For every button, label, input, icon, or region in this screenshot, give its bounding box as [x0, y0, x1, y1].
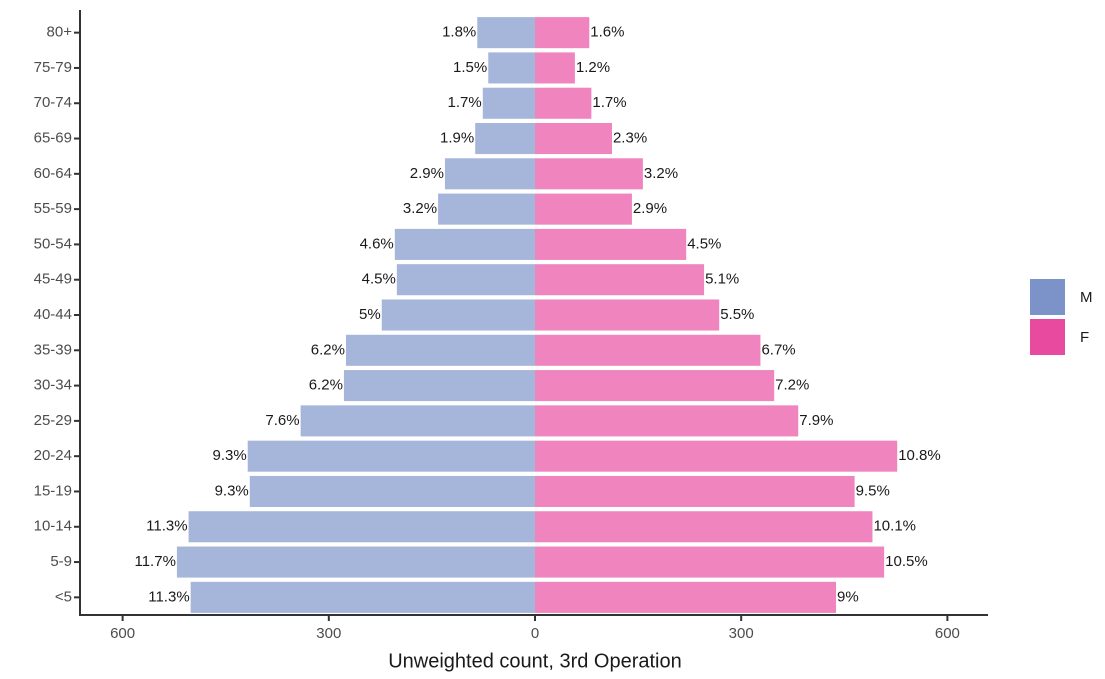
bar [381, 299, 535, 331]
data-label: 2.3% [613, 129, 647, 146]
bar [300, 405, 535, 437]
data-label: 1.8% [442, 24, 476, 41]
bar [535, 334, 761, 366]
data-label: 6.7% [761, 341, 795, 358]
x-tick-label: 0 [531, 625, 539, 642]
bar [535, 123, 612, 155]
bar [535, 228, 687, 260]
bar [488, 52, 535, 84]
y-tick-label: 55-59 [34, 200, 72, 217]
bar [535, 581, 837, 613]
bar [535, 511, 873, 543]
data-label: 6.2% [309, 377, 343, 394]
data-label: 1.9% [440, 129, 474, 146]
bar [482, 87, 535, 119]
bar [475, 123, 535, 155]
bar [176, 546, 535, 578]
y-tick-label: 60-64 [34, 165, 72, 182]
bar [535, 158, 643, 190]
data-label: 9.3% [215, 482, 249, 499]
data-label: 10.1% [873, 518, 916, 535]
bar [188, 511, 536, 543]
bar [444, 158, 535, 190]
bar [345, 334, 535, 366]
bar [535, 370, 775, 402]
y-tick-label: <5 [55, 588, 72, 605]
data-label: 4.5% [362, 271, 396, 288]
y-tick-label: 80+ [47, 24, 73, 41]
data-label: 9.5% [856, 482, 890, 499]
data-label: 1.2% [576, 59, 610, 76]
legend-swatch [1030, 279, 1065, 315]
data-label: 4.5% [687, 235, 721, 252]
data-label: 1.7% [592, 94, 626, 111]
y-tick-label: 75-79 [34, 59, 72, 76]
y-tick-label: 35-39 [34, 341, 72, 358]
bar [190, 581, 535, 613]
bar [535, 440, 898, 472]
data-label: 11.3% [146, 518, 187, 535]
y-tick-label: 5-9 [50, 553, 72, 570]
data-label: 11.3% [148, 588, 189, 605]
legend-label: F [1080, 329, 1089, 346]
data-label: 2.9% [410, 165, 444, 182]
data-label: 3.2% [644, 165, 678, 182]
data-label: 9% [837, 588, 859, 605]
bar [535, 52, 575, 84]
y-tick-label: 50-54 [34, 235, 72, 252]
bar [535, 405, 799, 437]
y-tick-label: 70-74 [34, 94, 72, 111]
y-tick-label: 20-24 [34, 447, 72, 464]
x-tick-label: 300 [316, 625, 341, 642]
legend-label: M [1080, 289, 1093, 306]
bar [394, 228, 535, 260]
data-label: 5.1% [705, 271, 739, 288]
y-tick-label: 40-44 [34, 306, 72, 323]
data-label: 9.3% [213, 447, 247, 464]
data-label: 7.2% [775, 377, 809, 394]
legend-swatch [1030, 319, 1065, 355]
data-label: 4.6% [360, 235, 394, 252]
x-tick-label: 600 [935, 625, 960, 642]
data-label: 10.5% [885, 553, 928, 570]
y-tick-label: 10-14 [34, 518, 72, 535]
x-tick-label: 300 [729, 625, 754, 642]
y-tick-label: 30-34 [34, 377, 72, 394]
data-label: 7.6% [265, 412, 299, 429]
y-tick-label: 25-29 [34, 412, 72, 429]
bar [438, 193, 535, 225]
data-label: 1.7% [448, 94, 482, 111]
x-axis-title: Unweighted count, 3rd Operation [388, 650, 682, 672]
bar [249, 475, 535, 507]
y-tick-label: 45-49 [34, 271, 72, 288]
data-label: 10.8% [898, 447, 941, 464]
bar [535, 475, 855, 507]
y-tick-label: 15-19 [34, 482, 72, 499]
data-label: 5.5% [720, 306, 754, 323]
y-tick-label: 65-69 [34, 129, 72, 146]
bar [477, 17, 535, 49]
bar [535, 17, 590, 49]
data-label: 2.9% [633, 200, 667, 217]
bar [535, 299, 720, 331]
bar [343, 370, 535, 402]
x-tick-label: 600 [110, 625, 135, 642]
bar [535, 193, 632, 225]
data-label: 7.9% [799, 412, 833, 429]
bar [535, 264, 705, 296]
data-label: 5% [359, 306, 381, 323]
data-label: 1.6% [590, 24, 624, 41]
bar [535, 546, 885, 578]
data-label: 1.5% [453, 59, 487, 76]
data-label: 11.7% [134, 553, 175, 570]
data-label: 6.2% [311, 341, 345, 358]
bar [247, 440, 536, 472]
bar [396, 264, 535, 296]
bar [535, 87, 592, 119]
data-label: 3.2% [403, 200, 437, 217]
